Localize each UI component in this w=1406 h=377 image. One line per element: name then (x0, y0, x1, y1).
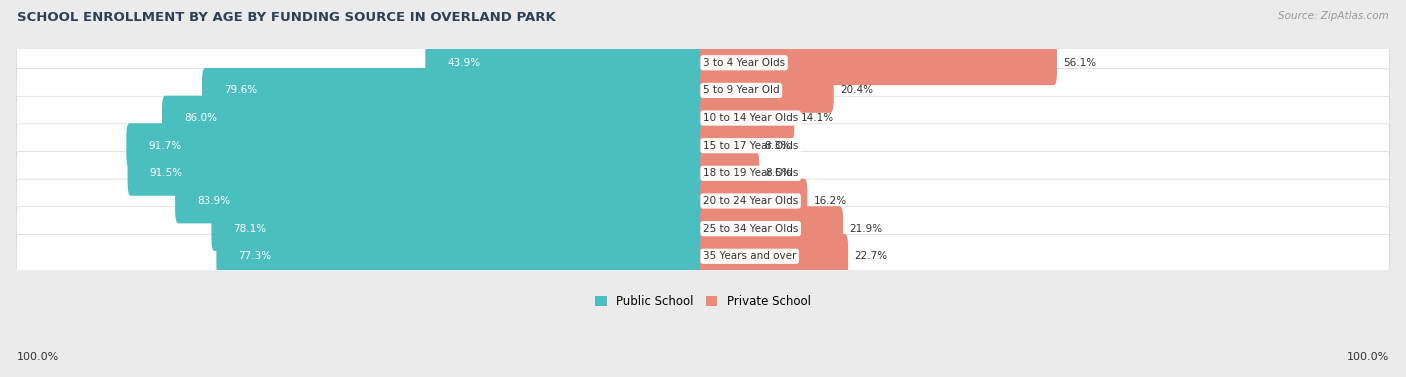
Text: 100.0%: 100.0% (17, 352, 59, 362)
Text: 43.9%: 43.9% (447, 58, 481, 68)
FancyBboxPatch shape (176, 179, 706, 224)
FancyBboxPatch shape (162, 96, 706, 141)
Text: 3 to 4 Year Olds: 3 to 4 Year Olds (703, 58, 785, 68)
Text: 10 to 14 Year Olds: 10 to 14 Year Olds (703, 113, 799, 123)
Text: 77.3%: 77.3% (238, 251, 271, 261)
Text: 78.1%: 78.1% (233, 224, 266, 234)
FancyBboxPatch shape (700, 234, 848, 279)
FancyBboxPatch shape (17, 41, 1389, 84)
Text: 25 to 34 Year Olds: 25 to 34 Year Olds (703, 224, 799, 234)
FancyBboxPatch shape (127, 123, 706, 168)
Text: 20 to 24 Year Olds: 20 to 24 Year Olds (703, 196, 799, 206)
FancyBboxPatch shape (425, 40, 706, 85)
Text: 8.3%: 8.3% (765, 141, 790, 151)
FancyBboxPatch shape (700, 40, 1057, 85)
Text: 91.5%: 91.5% (149, 169, 183, 178)
FancyBboxPatch shape (17, 207, 1389, 250)
Text: 21.9%: 21.9% (849, 224, 883, 234)
Text: 15 to 17 Year Olds: 15 to 17 Year Olds (703, 141, 799, 151)
Text: 22.7%: 22.7% (855, 251, 887, 261)
FancyBboxPatch shape (700, 68, 834, 113)
FancyBboxPatch shape (700, 123, 758, 168)
Text: 91.7%: 91.7% (148, 141, 181, 151)
Text: 100.0%: 100.0% (1347, 352, 1389, 362)
Text: 18 to 19 Year Olds: 18 to 19 Year Olds (703, 169, 799, 178)
FancyBboxPatch shape (700, 96, 794, 141)
FancyBboxPatch shape (211, 206, 706, 251)
FancyBboxPatch shape (700, 179, 807, 224)
Text: SCHOOL ENROLLMENT BY AGE BY FUNDING SOURCE IN OVERLAND PARK: SCHOOL ENROLLMENT BY AGE BY FUNDING SOUR… (17, 11, 555, 24)
FancyBboxPatch shape (17, 96, 1389, 140)
Text: 35 Years and over: 35 Years and over (703, 251, 796, 261)
FancyBboxPatch shape (128, 151, 706, 196)
Text: 5 to 9 Year Old: 5 to 9 Year Old (703, 86, 779, 95)
Text: 83.9%: 83.9% (197, 196, 231, 206)
Text: 79.6%: 79.6% (224, 86, 257, 95)
Text: 16.2%: 16.2% (814, 196, 846, 206)
Legend: Public School, Private School: Public School, Private School (591, 290, 815, 313)
Text: 20.4%: 20.4% (839, 86, 873, 95)
FancyBboxPatch shape (17, 69, 1389, 112)
Text: 14.1%: 14.1% (800, 113, 834, 123)
FancyBboxPatch shape (17, 124, 1389, 167)
Text: 8.5%: 8.5% (765, 169, 792, 178)
FancyBboxPatch shape (17, 152, 1389, 195)
FancyBboxPatch shape (17, 234, 1389, 278)
Text: Source: ZipAtlas.com: Source: ZipAtlas.com (1278, 11, 1389, 21)
FancyBboxPatch shape (17, 179, 1389, 223)
Text: 56.1%: 56.1% (1063, 58, 1097, 68)
Text: 86.0%: 86.0% (184, 113, 217, 123)
FancyBboxPatch shape (700, 206, 844, 251)
FancyBboxPatch shape (202, 68, 706, 113)
FancyBboxPatch shape (700, 151, 759, 196)
FancyBboxPatch shape (217, 234, 706, 279)
